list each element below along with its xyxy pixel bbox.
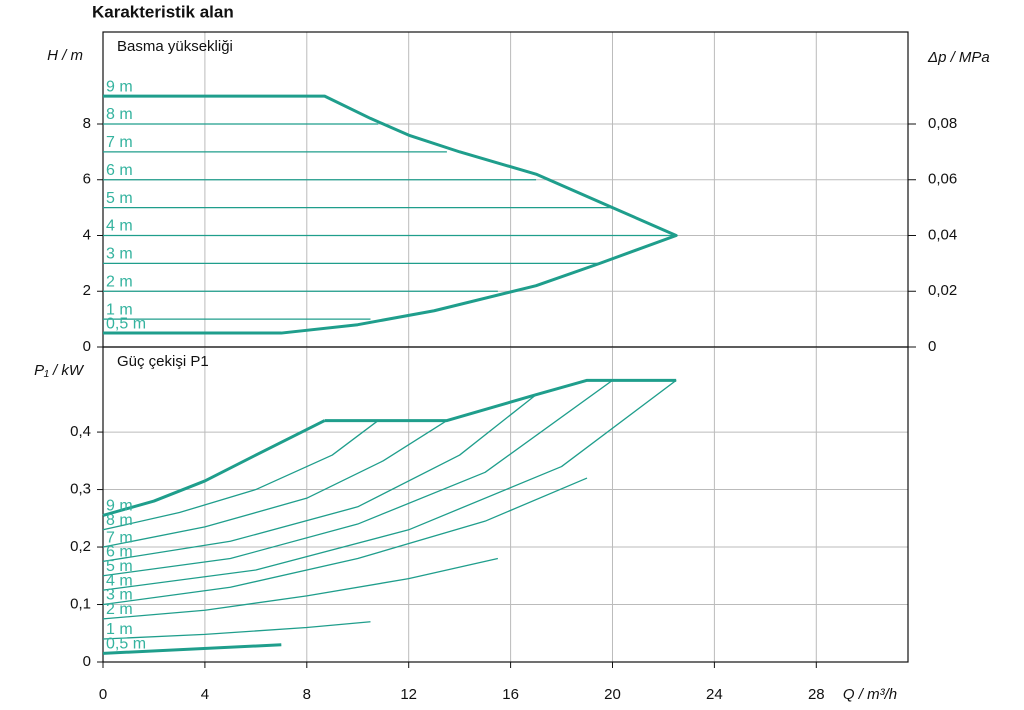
y-tick-label: 8 [83,115,91,132]
y2-tick-label: 0,04 [928,226,957,243]
series-label: 1 m [106,301,133,318]
series-label: 6 m [106,162,133,179]
series-line [102,643,282,655]
y-tick-label: 6 [83,171,91,188]
series-label: 9 m [106,78,133,95]
series-label: 3 m [106,587,133,604]
series-label: 4 m [106,218,133,235]
series-line [102,420,379,531]
series-label: 0,5 m [106,636,146,653]
series-line [102,557,499,620]
series-line [103,94,678,335]
x-tick-label: 8 [303,686,311,703]
x-tick-label: 4 [201,686,209,703]
series-label: 7 m [106,134,133,151]
series-line [324,378,677,423]
series-label: 6 m [106,544,133,561]
series-label: 5 m [106,558,133,575]
series-line [102,419,326,517]
y2-axis-label: Δp / MPa [927,49,990,66]
x-tick-label: 24 [706,686,723,703]
series-label: 8 m [106,512,133,529]
x-tick-label: 28 [808,686,825,703]
y2-tick-label: 0,02 [928,282,957,299]
y-tick-label: 2 [83,282,91,299]
series-label: 9 m [106,498,133,515]
series-label: 0,5 m [106,315,146,332]
y2-tick-label: 0,06 [928,171,957,188]
y-tick-label: 0,2 [70,538,91,555]
series-label: 7 m [106,529,133,546]
y-tick-label: 0 [83,653,91,670]
y2-tick-label: 0 [928,338,936,355]
x-tick-label: 0 [99,686,107,703]
y-axis-label: P₁ / kW [34,362,85,379]
series-label: 3 m [106,246,133,263]
x-tick-label: 16 [502,686,519,703]
series-line [102,379,613,577]
y-tick-label: 0,1 [70,595,91,612]
series-label: 1 m [106,621,133,638]
series-line [102,394,537,563]
x-axis-label: Q / m³/h [843,686,897,703]
series-label: 2 m [106,601,133,618]
y-tick-label: 0,3 [70,481,91,498]
panel-title: Basma yüksekliği [117,38,233,55]
y-tick-label: 0,4 [70,423,91,440]
y2-tick-label: 0,08 [928,115,957,132]
series-line [102,420,448,548]
x-tick-label: 20 [604,686,621,703]
series-label: 5 m [106,190,133,207]
plot-frame [102,346,909,663]
x-tick-label: 12 [400,686,417,703]
panel-title: Güç çekişi P1 [117,353,209,370]
y-tick-label: 4 [83,226,91,243]
series-line [102,621,371,640]
plot-frame [102,31,909,348]
series-label: 4 m [106,572,133,589]
y-axis-label: H / m [47,47,83,64]
series-label: 2 m [106,273,133,290]
page-title: Karakteristik alan [92,2,234,21]
series-label: 8 m [106,106,133,123]
series-line [102,477,588,606]
y-tick-label: 0 [83,338,91,355]
series-line [102,379,677,591]
